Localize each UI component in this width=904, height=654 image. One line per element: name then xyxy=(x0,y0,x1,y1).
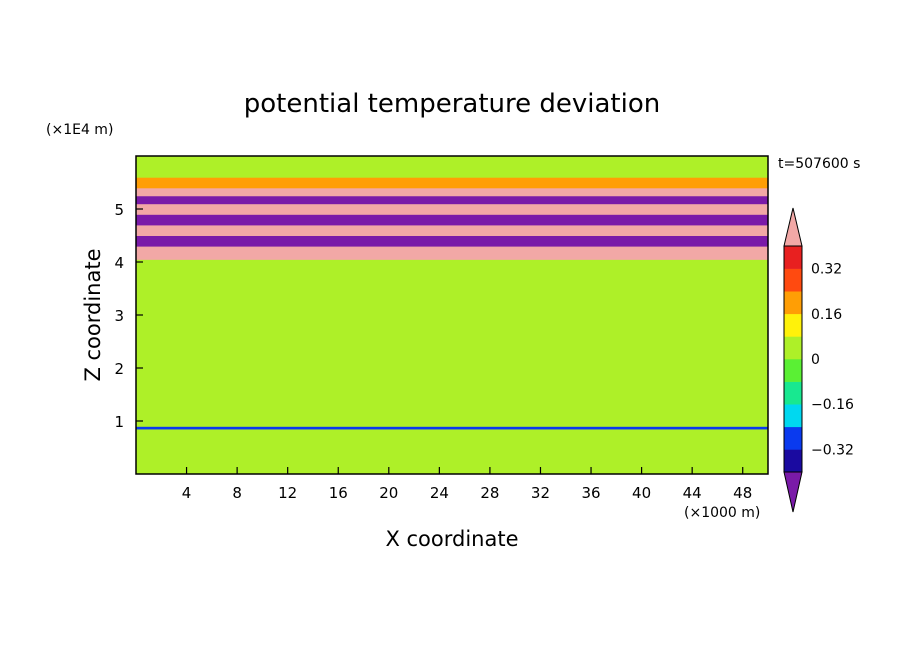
contour-band xyxy=(136,187,768,197)
contour-band xyxy=(136,203,768,215)
x-unit-label: (×1000 m) xyxy=(684,505,760,521)
colorbar-tick-label: 0.32 xyxy=(811,262,842,278)
contour-band xyxy=(136,214,768,226)
colorbar-swatch xyxy=(784,449,802,473)
x-tick-label: 48 xyxy=(733,484,752,502)
colorbar-swatch xyxy=(784,268,802,292)
x-tick-label: 32 xyxy=(531,484,550,502)
colorbar-swatch xyxy=(784,426,802,450)
y-unit-label: (×1E4 m) xyxy=(46,122,113,138)
y-axis-label: Z coordinate xyxy=(81,248,105,381)
y-tick-label: 5 xyxy=(114,201,124,219)
colorbar-swatch xyxy=(784,246,802,269)
x-axis: 4 8 12 16 20 24 28 32 36 40 44 48 xyxy=(182,467,752,502)
contour-field xyxy=(136,156,768,474)
colorbar-swatch xyxy=(784,313,802,337)
contour-band xyxy=(136,235,768,247)
y-tick-label: 3 xyxy=(114,307,124,325)
y-tick-label: 2 xyxy=(114,360,124,378)
contour-band xyxy=(136,259,768,266)
contour-band xyxy=(136,156,768,178)
contour-band xyxy=(136,428,768,474)
x-axis-label: X coordinate xyxy=(385,527,518,551)
x-tick-label: 40 xyxy=(632,484,651,502)
colorbar-swatch xyxy=(784,291,802,315)
x-tick-label: 20 xyxy=(379,484,398,502)
colorbar-tick-label: −0.16 xyxy=(811,397,854,413)
x-tick-label: 16 xyxy=(329,484,348,502)
colorbar-swatch xyxy=(784,336,802,360)
colorbar-extend-min xyxy=(783,471,803,513)
x-tick-label: 24 xyxy=(430,484,449,502)
x-tick-label: 12 xyxy=(278,484,297,502)
colorbar-swatch xyxy=(784,359,802,382)
colorbar-swatch xyxy=(784,381,802,405)
x-tick-label: 28 xyxy=(480,484,499,502)
x-tick-label: 36 xyxy=(581,484,600,502)
colorbar-frame xyxy=(783,245,803,473)
contour-band xyxy=(136,177,768,189)
contour-band xyxy=(136,224,768,236)
contour-band xyxy=(136,264,768,427)
colorbar-tick-label: 0 xyxy=(811,352,820,368)
contour-band xyxy=(136,426,768,430)
chart-title: potential temperature deviation xyxy=(244,89,660,119)
x-tick-label: 44 xyxy=(683,484,702,502)
x-tick-label: 8 xyxy=(232,484,242,502)
y-axis: 1 2 3 4 5 xyxy=(114,201,143,431)
y-tick-label: 4 xyxy=(114,254,124,272)
x-tick-label: 4 xyxy=(182,484,192,502)
time-label: t=507600 s xyxy=(778,156,860,172)
colorbar-extend-max xyxy=(783,207,803,247)
colorbar: 0.32 0.16 0 −0.16 −0.32 xyxy=(783,207,854,513)
contour-band xyxy=(136,246,768,260)
contour-band xyxy=(136,195,768,205)
colorbar-tick-label: 0.16 xyxy=(811,307,842,323)
y-tick-label: 1 xyxy=(114,413,124,431)
colorbar-swatch xyxy=(784,404,802,428)
colorbar-tick-label: −0.32 xyxy=(811,442,854,458)
